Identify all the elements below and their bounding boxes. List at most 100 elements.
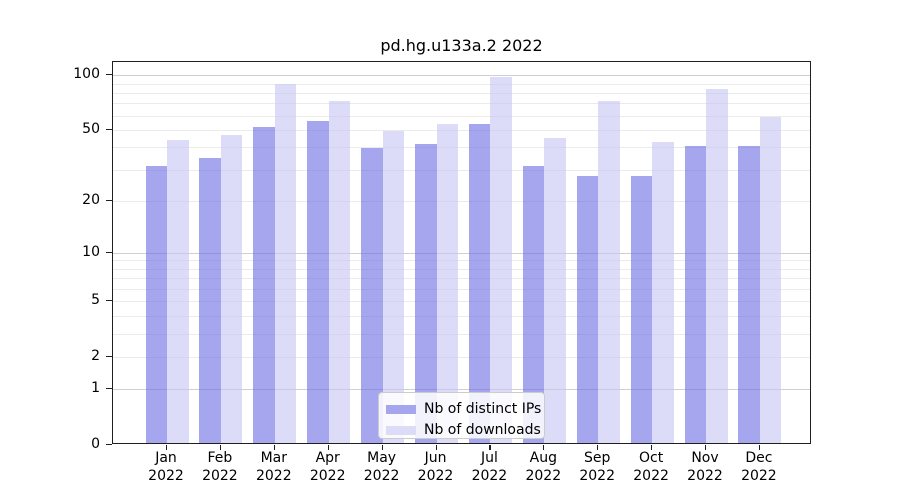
x-tick-mark (543, 444, 545, 450)
legend-swatch-downloads (386, 425, 416, 435)
gridline-minor (113, 115, 810, 117)
chart-title: pd.hg.u133a.2 2022 (380, 36, 543, 55)
legend-label-distinct-ips: Nb of distinct IPs (424, 401, 542, 417)
plot-area (112, 61, 811, 444)
gridline-minor (113, 268, 810, 270)
x-tick-year: 2022 (255, 467, 292, 484)
x-tick-month: Aug (529, 450, 557, 466)
x-tick-year: 2022 (363, 467, 400, 484)
x-tick-month: Jan (155, 450, 177, 466)
x-tick-year: 2022 (633, 467, 669, 484)
x-tick-month: Jul (480, 450, 498, 466)
bar-mar-distinct-ips (253, 126, 275, 443)
gridline-major (113, 252, 810, 254)
x-tick-label: Dec 2022 (727, 450, 791, 485)
x-tick-mark (273, 444, 275, 450)
x-tick-label: May 2022 (350, 450, 414, 485)
x-tick-mark (435, 444, 437, 450)
legend-row: Nb of downloads (386, 421, 544, 439)
y-tick-label: 20 (82, 191, 100, 208)
x-tick-year: 2022 (525, 467, 562, 484)
y-tick-mark (106, 300, 112, 302)
legend-row: Nb of distinct IPs (386, 400, 544, 418)
bar-may-distinct-ips (361, 147, 383, 443)
bar-jul-downloads (490, 76, 512, 443)
x-tick-label: Jun 2022 (404, 450, 468, 485)
y-tick-mark (106, 199, 112, 202)
x-tick-year: 2022 (687, 467, 723, 484)
gridline-minor (113, 83, 810, 85)
x-tick-month: Dec (745, 450, 773, 466)
bar-oct-downloads (652, 141, 674, 443)
x-tick-label: Sep 2022 (565, 450, 629, 485)
gridline-minor (113, 278, 810, 280)
gridline-minor (113, 129, 810, 131)
x-tick-label: Aug 2022 (511, 450, 575, 485)
x-tick-label: Jan 2022 (134, 450, 198, 485)
x-tick-year: 2022 (417, 467, 454, 484)
y-tick-mark (106, 355, 112, 357)
x-tick-month: Oct (638, 450, 664, 466)
gridline-major (113, 389, 810, 391)
bar-dec-distinct-ips (738, 145, 760, 443)
gridline-minor (113, 260, 810, 262)
bar-jun-downloads (436, 123, 458, 443)
x-tick-month: May (367, 450, 397, 466)
bar-nov-distinct-ips (684, 145, 706, 443)
bar-dec-downloads (759, 116, 782, 443)
bar-apr-distinct-ips (307, 120, 329, 443)
legend-label-downloads: Nb of downloads (424, 422, 541, 438)
x-tick-year: 2022 (148, 467, 184, 484)
x-tick-mark (327, 444, 329, 450)
y-tick-label: 10 (82, 243, 100, 260)
x-tick-month: Feb (207, 450, 233, 466)
gridline-minor (113, 288, 810, 290)
x-tick-mark (381, 444, 383, 450)
bar-sep-downloads (598, 100, 620, 443)
y-tick-label: 5 (91, 292, 100, 309)
x-tick-year: 2022 (741, 467, 777, 484)
gridline-minor (113, 200, 810, 202)
legend-swatch-distinct-ips (386, 404, 416, 414)
bar-feb-distinct-ips (199, 158, 221, 443)
y-tick-label: 2 (91, 347, 100, 364)
x-tick-mark (651, 444, 653, 450)
bar-nov-downloads (706, 89, 728, 443)
x-tick-mark (219, 444, 222, 450)
x-tick-label: Mar 2022 (242, 450, 306, 485)
gridline-major (113, 75, 810, 77)
y-tick-label: 1 (91, 380, 100, 397)
y-tick-mark (106, 443, 112, 445)
x-tick-year: 2022 (471, 467, 508, 484)
bar-jan-distinct-ips (145, 165, 167, 443)
x-tick-year: 2022 (202, 467, 238, 484)
bar-may-downloads (382, 131, 405, 443)
x-tick-label: Apr 2022 (296, 450, 360, 485)
y-tick-label: 100 (73, 66, 100, 83)
gridline-minor (113, 356, 810, 358)
bar-jan-downloads (167, 140, 189, 443)
x-tick-mark (597, 444, 599, 450)
x-tick-month: Mar (260, 450, 287, 466)
x-tick-label: Feb 2022 (188, 450, 252, 485)
bar-mar-downloads (274, 83, 297, 443)
x-tick-month: Jun (424, 450, 447, 466)
x-tick-month: Sep (583, 450, 611, 466)
y-tick-mark (106, 251, 112, 253)
gridline-minor (113, 315, 810, 317)
gridline-minor (113, 301, 810, 303)
gridline-minor (113, 333, 810, 335)
legend: Nb of distinct IPs Nb of downloads (378, 392, 545, 439)
y-tick-mark (106, 388, 112, 390)
bar-apr-downloads (328, 100, 351, 443)
x-tick-month: Apr (315, 450, 340, 466)
bar-aug-downloads (544, 138, 566, 443)
gridline-minor (113, 169, 810, 171)
x-tick-month: Nov (691, 450, 719, 466)
bar-feb-downloads (220, 134, 243, 443)
x-tick-label: Oct 2022 (619, 450, 683, 485)
x-tick-year: 2022 (579, 467, 615, 484)
y-tick-label: 50 (82, 120, 100, 137)
y-tick-mark (106, 128, 112, 131)
